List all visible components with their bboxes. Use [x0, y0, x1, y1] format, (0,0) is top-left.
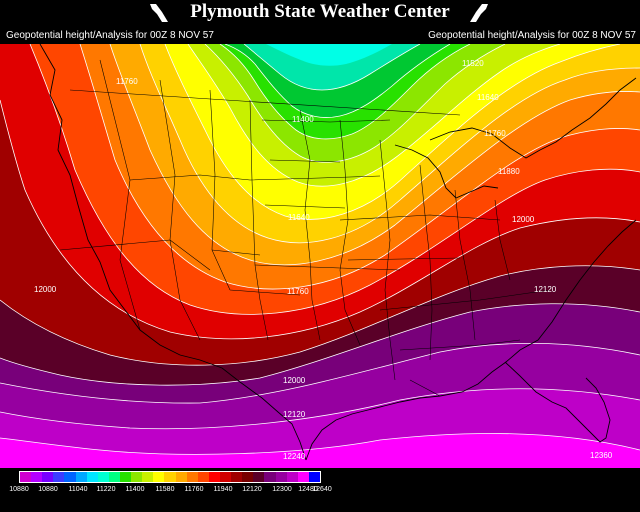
colorbar-swatch [297, 472, 309, 482]
colorbar-swatch [20, 472, 32, 482]
colorbar-swatch [253, 472, 265, 482]
contour-label: 11520 [462, 59, 484, 68]
header: Plymouth State Weather Center Geopotenti… [0, 0, 640, 44]
colorbar: 10880 10880 11040 11220 11400 11580 1176… [0, 468, 640, 512]
contour-labels: 11520 11640 11400 11760 11760 11880 1164… [34, 59, 613, 461]
colorbar-label: 10880 [38, 486, 58, 493]
colorbar-labels: 10880 10880 11040 11220 11400 11580 1176… [0, 485, 640, 497]
colorbar-label: 11040 [68, 486, 88, 493]
state-borders [59, 59, 551, 397]
colorbar-swatch [75, 472, 87, 482]
colorbar-swatch [131, 472, 143, 482]
colorbar-swatch [53, 472, 65, 482]
contour-label: 12120 [283, 410, 306, 419]
colorbar-swatch [219, 472, 232, 482]
colorbar-swatch [42, 472, 54, 482]
colorbar-swatch [208, 472, 220, 482]
colorbar-label: 12300 [272, 486, 292, 493]
colorbar-swatch [308, 472, 320, 482]
colorbar-swatch [286, 472, 298, 482]
contour-label: 11640 [288, 213, 310, 222]
map-panel: 11520 11640 11400 11760 11760 11880 1164… [0, 44, 640, 468]
colorbar-swatch [264, 472, 276, 482]
colorbar-swatch [97, 472, 109, 482]
coastline-outline [39, 44, 637, 461]
psu-flag-icon [150, 4, 168, 22]
colorbar-swatch [31, 472, 43, 482]
colorbar-label: 11940 [213, 486, 233, 493]
colorbar-swatch [142, 472, 154, 482]
colorbar-label: 10880 [9, 486, 29, 493]
subtitle-left: Geopotential height/Analysis for 00Z 8 N… [6, 30, 214, 41]
colorbar-swatch [108, 472, 120, 482]
colorbar-swatch [186, 472, 198, 482]
colorbar-scale [19, 471, 321, 483]
colorbar-label: 12120 [242, 486, 262, 493]
colorbar-label: 11400 [125, 486, 145, 493]
height-band [252, 44, 392, 66]
contour-label: 11760 [484, 129, 506, 138]
colorbar-swatch [231, 472, 243, 482]
colorbar-swatch [119, 472, 132, 482]
contour-label: 11880 [498, 167, 520, 176]
colorbar-swatch [64, 472, 76, 482]
colorbar-swatch [275, 472, 287, 482]
colorbar-swatch [242, 472, 254, 482]
contour-label: 11640 [477, 93, 499, 102]
contour-label: 12000 [283, 376, 306, 385]
contour-label: 11760 [287, 287, 309, 296]
colorbar-swatch [164, 472, 176, 482]
page-title: Plymouth State Weather Center [190, 1, 450, 22]
colorbar-label: 11220 [96, 486, 116, 493]
contour-label: 12000 [512, 215, 535, 224]
height-band [228, 44, 420, 90]
contour-label: 12240 [283, 452, 306, 461]
contour-label: 12120 [534, 285, 557, 294]
contour-label: 12360 [590, 451, 613, 460]
contour-label: 12000 [34, 285, 57, 294]
contour-label: 11400 [292, 115, 314, 124]
contour-lines [0, 44, 640, 455]
colorbar-swatch [86, 472, 98, 482]
colorbar-label: 11580 [155, 486, 175, 493]
geopotential-height-map: 11520 11640 11400 11760 11760 11880 1164… [0, 44, 640, 468]
colorbar-swatch [175, 472, 187, 482]
colorbar-swatch [197, 472, 209, 482]
contour-label: 11760 [116, 77, 138, 86]
colorbar-label: 12480 [298, 486, 318, 493]
subtitle-right: Geopotential height/Analysis for 00Z 8 N… [428, 30, 636, 41]
colorbar-swatch [153, 472, 165, 482]
colorbar-label: 12640 [312, 486, 332, 493]
psu-flag-icon [470, 4, 488, 22]
colorbar-label: 11760 [184, 486, 204, 493]
